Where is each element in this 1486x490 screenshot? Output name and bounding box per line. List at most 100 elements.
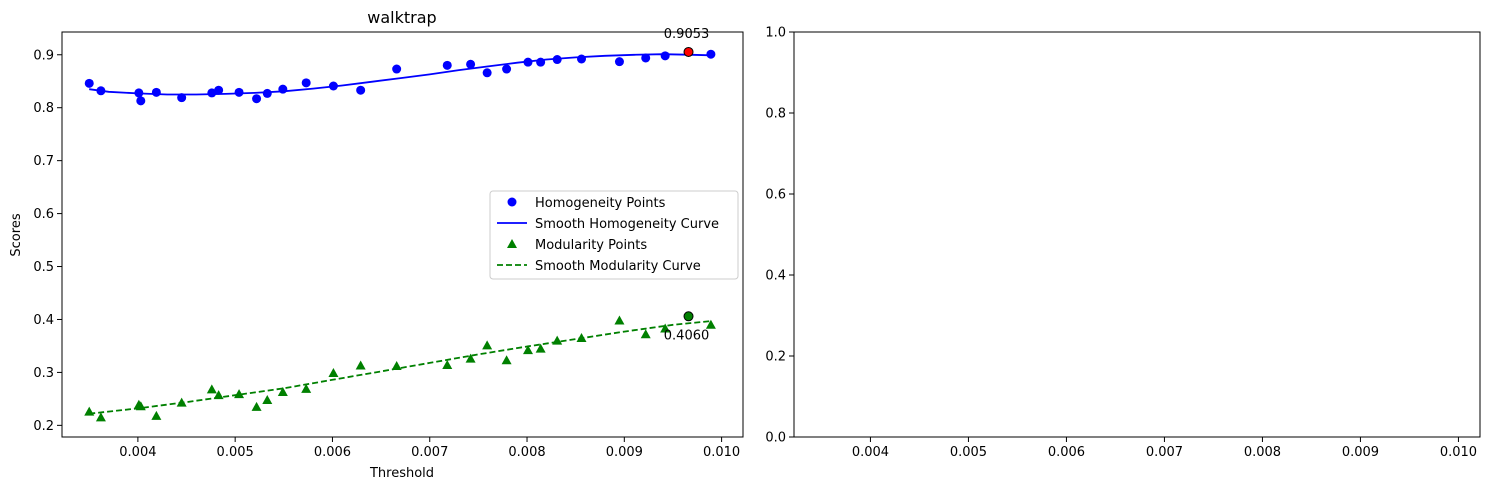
chart-title: walktrap [367,8,436,27]
legend-label: Smooth Modularity Curve [535,259,701,274]
data-point [252,94,262,104]
highlight-label: 0.4060 [664,328,710,343]
y-tick-label: 0.4 [765,269,786,284]
data-point [278,84,288,94]
data-point [301,383,312,393]
plot-area: 0.9053 0.4060 [84,27,716,422]
data-point [392,64,402,74]
x-tick-label: 0.008 [508,445,545,460]
y-tick-label: 0.2 [765,350,786,365]
y-tick-label: 0.9 [33,48,54,63]
data-point [660,51,670,61]
data-point [95,412,106,422]
x-tick-label: 0.004 [119,445,156,460]
legend-box [489,190,739,280]
highlight-label: 0.9053 [664,27,710,42]
data-point [552,335,563,345]
y-axis-label: Scores [9,213,24,256]
data-point [262,394,273,404]
legend-label: Modularity Points [535,238,647,253]
y-tick-label: 0.6 [33,207,54,222]
data-point [482,340,493,350]
data-point [640,329,651,339]
data-point [135,401,146,411]
data-point [523,57,533,67]
highlight-point [683,311,694,322]
data-point [705,319,716,329]
y-axis-ticks: 0.0 0.2 0.4 0.6 0.8 1.0 [765,26,794,446]
x-tick-label: 0.006 [314,445,351,460]
data-point [535,343,546,353]
data-point [177,93,187,103]
data-point [536,57,546,67]
y-tick-label: 0.5 [33,260,54,275]
axes-frame [61,31,744,438]
highlight-point [683,46,694,57]
series-line [89,320,711,415]
data-point [442,360,453,369]
data-point [502,64,512,74]
data-point [277,387,288,396]
data-point [442,60,452,70]
y-tick-label: 0.3 [33,366,54,381]
x-tick-label: 0.009 [606,445,643,460]
x-tick-label: 0.004 [852,445,889,460]
chart-empty: 0.004 0.005 0.006 0.007 0.008 0.009 0.010 0.00… [765,26,1481,460]
data-point [301,78,311,88]
data-point [234,389,245,399]
legend-label: Smooth Homogeneity Curve [535,217,719,232]
data-point [328,367,339,377]
x-tick-label: 0.010 [703,445,740,460]
data-point [176,397,187,407]
data-point [614,57,624,67]
x-tick-label: 0.010 [1440,445,1477,460]
legend-marker-modularity-points [507,239,517,248]
legend-label: Homogeneity Points [535,196,666,211]
data-point [465,353,476,363]
data-point [136,96,146,106]
data-point [262,88,272,98]
data-point [356,85,366,95]
data-point [151,410,162,420]
data-point [501,355,512,365]
y-tick-label: 0.4 [33,313,54,328]
x-tick-label: 0.006 [1048,445,1085,460]
data-point [577,54,587,64]
data-point [328,81,338,91]
data-point [482,68,492,78]
x-tick-label: 0.007 [411,445,448,460]
data-point [466,59,476,69]
data-point [641,53,651,63]
data-point [614,315,625,325]
axes-frame [793,31,1481,438]
y-axis-ticks: 0.2 0.3 0.4 0.5 0.6 0.7 0.8 0.9 [33,48,62,434]
data-point [251,401,262,411]
data-point [151,87,161,97]
x-tick-label: 0.007 [1146,445,1183,460]
data-point [213,390,224,400]
data-point [706,49,716,59]
data-point [207,88,217,98]
y-tick-label: 1.0 [765,26,786,41]
y-tick-label: 0.2 [33,419,54,434]
x-axis-ticks: 0.004 0.005 0.006 0.007 0.008 0.009 0.010 [852,437,1477,460]
x-tick-label: 0.009 [1342,445,1379,460]
data-point [234,87,244,97]
data-point [84,406,95,416]
x-axis-ticks: 0.004 0.005 0.006 0.007 0.008 0.009 0.010 [119,437,740,460]
legend-marker-homogeneity-points [507,197,517,207]
data-point [552,55,562,65]
series-line [89,53,711,96]
y-tick-label: 0.6 [765,188,786,203]
data-point [522,345,533,355]
data-point [391,361,402,371]
x-tick-label: 0.005 [950,445,987,460]
legend: Homogeneity Points Smooth Homogeneity Cu… [489,190,739,280]
y-tick-label: 0.0 [765,431,786,446]
data-point [206,384,217,394]
data-point [134,88,144,98]
x-tick-label: 0.008 [1244,445,1281,460]
x-axis-label: Threshold [369,466,434,481]
